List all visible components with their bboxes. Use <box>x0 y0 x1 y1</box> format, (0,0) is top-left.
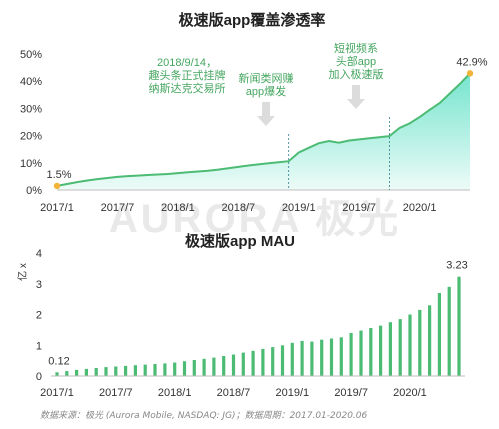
mau-bar <box>388 322 392 376</box>
mau-bar <box>408 314 412 376</box>
bar-y-tick-label: 3 <box>36 279 42 291</box>
mau-bar <box>398 319 402 376</box>
bar-y-tick-label: 4 <box>36 248 42 260</box>
annotation-text: 趣头条正式挂牌 <box>149 68 226 82</box>
mau-bar <box>241 352 245 376</box>
mau-bar <box>300 340 304 376</box>
mau-bar <box>447 286 451 376</box>
down-arrow-icon <box>257 102 275 126</box>
area-x-tick-label: 2017/1 <box>40 202 74 214</box>
bar-x-tick-label: 2019/7 <box>334 387 368 399</box>
area-x-tick-label: 2017/7 <box>101 202 135 214</box>
area-x-tick-label: 2018/1 <box>161 202 195 214</box>
bar-x-axis: 2017/1 2017/7 2018/1 2018/7 2019/1 2019/7 2020… <box>40 387 427 399</box>
bar-chart-title: 极速版app MAU <box>185 232 295 250</box>
mau-bar <box>182 361 187 376</box>
mau-bar <box>163 363 167 376</box>
bar-data-label: 0.12 <box>48 355 69 367</box>
area-y-tick-label: 10% <box>20 158 42 170</box>
mau-bar <box>202 358 206 376</box>
mau-bar <box>428 305 432 376</box>
area-x-tick-label: 2019/1 <box>282 202 316 214</box>
mau-bar <box>329 338 334 376</box>
mau-bar <box>65 371 69 376</box>
bar-x-tick-label: 2017/7 <box>99 387 133 399</box>
area-y-axis: 0% 10% 20% 30% 40% 50% <box>20 49 42 197</box>
annotation-text: 短视频系 <box>334 41 378 55</box>
mau-bar <box>192 360 196 376</box>
mau-bar <box>153 364 157 376</box>
bar-unit-label: 亿 x <box>16 263 29 281</box>
area-y-tick-label: 0% <box>26 185 42 197</box>
annotation-text: app爆发 <box>246 84 286 98</box>
mau-bar <box>231 354 236 376</box>
bar-x-tick-label: 2018/7 <box>217 387 251 399</box>
down-arrow-icon <box>347 85 365 109</box>
bar-x-tick-label: 2020/1 <box>393 387 427 399</box>
mau-bar <box>379 325 383 376</box>
annotation-text: 2018/9/14， <box>157 57 217 69</box>
area-y-tick-label: 40% <box>20 76 42 88</box>
source-footnote: 数据来源：极光 (Aurora Mobile, NASDAQ: JG)；数据周期… <box>40 411 368 421</box>
mau-bar <box>280 345 285 377</box>
area-y-tick-label: 50% <box>20 49 42 61</box>
bar-x-tick-label: 2017/1 <box>40 387 74 399</box>
annotation-text: 头部app <box>336 54 376 68</box>
area-y-tick-label: 30% <box>20 103 42 115</box>
area-end-marker <box>466 70 474 77</box>
mau-bar <box>418 309 422 376</box>
mau-bar <box>94 368 98 376</box>
mau-bar <box>212 357 216 376</box>
area-x-axis: 2017/1 2017/7 2018/1 2018/7 2019/1 2019/7 2020… <box>40 202 436 214</box>
area-x-tick-label: 2018/7 <box>221 202 255 214</box>
mau-bar <box>437 293 441 376</box>
mau-bar <box>251 350 255 376</box>
area-plot: 1.5% 42.9% <box>46 56 488 191</box>
mau-bar <box>369 328 373 376</box>
mau-bar <box>133 365 137 376</box>
area-data-label: 42.9% <box>456 56 487 68</box>
mau-bar <box>104 367 108 376</box>
annotation-text: 新闻类网赚 <box>239 71 294 85</box>
mau-bar <box>359 330 363 376</box>
bar-y-axis: 0 1 2 3 4 <box>36 248 42 383</box>
mau-bar <box>320 339 324 376</box>
mau-bar <box>84 368 88 376</box>
mau-bar <box>290 342 294 376</box>
mau-bar <box>310 341 314 376</box>
mau-bar <box>261 348 265 376</box>
mau-bar <box>124 365 128 376</box>
mau-bar <box>143 364 147 376</box>
bar-y-tick-label: 1 <box>36 340 42 352</box>
mau-bar <box>457 276 461 376</box>
mau-bar <box>349 332 353 376</box>
annotation-text: 纳斯达克交易所 <box>149 81 226 95</box>
mau-bar <box>55 372 59 376</box>
watermark: AURORA 极光 <box>109 197 401 241</box>
area-end-marker <box>53 182 61 190</box>
mau-bar <box>75 369 79 376</box>
penetration-line <box>56 72 471 187</box>
area-y-tick-label: 20% <box>20 131 42 143</box>
mau-bar <box>222 356 226 376</box>
area-fill <box>57 73 470 190</box>
area-chart-title: 极速版app覆盖渗透率 <box>179 11 326 29</box>
mau-bar <box>339 337 343 376</box>
area-x-tick-label: 2019/7 <box>342 202 376 214</box>
area-x-tick-label: 2020/1 <box>403 202 437 214</box>
mau-bar <box>173 362 177 376</box>
bar-data-label: 3.23 <box>446 260 467 272</box>
mau-bar <box>271 347 275 376</box>
area-data-label: 1.5% <box>46 169 71 181</box>
bar-plot: 0.12 3.23 <box>48 260 468 377</box>
bar-y-tick-label: 0 <box>36 371 42 383</box>
bar-x-tick-label: 2018/1 <box>158 387 192 399</box>
annotation-text: 加入极速版 <box>329 67 384 81</box>
mau-bar <box>114 366 118 376</box>
bar-y-tick-label: 2 <box>36 310 42 322</box>
bar-x-tick-label: 2019/1 <box>275 387 309 399</box>
